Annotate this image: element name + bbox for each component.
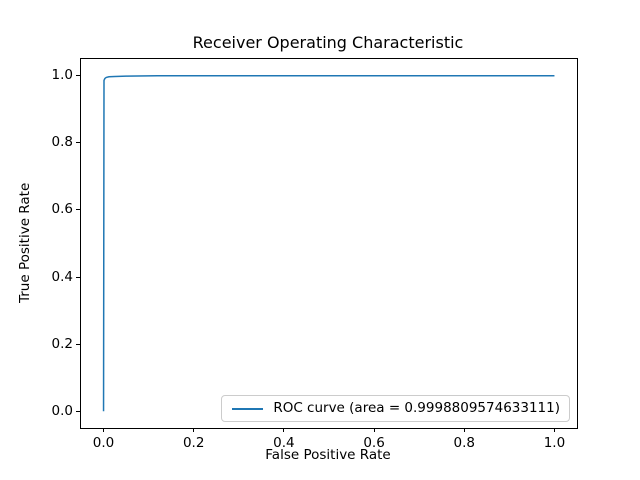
x-tick-mark [283,428,285,432]
legend: ROC curve (area = 0.9998809574633111) [221,395,570,422]
x-tick-mark [553,428,555,432]
plot-area: 0.0 0.2 0.4 0.6 0.8 1.0 0.0 0.2 0.4 0.6 0.8 1.0 RO… [52,58,578,451]
x-tick-mark [193,428,195,432]
y-tick-label: 0.6 [51,201,73,218]
x-tick-label: 0.8 [453,435,475,451]
y-tick-mark [76,75,80,77]
y-tick-label: 0.0 [51,402,73,419]
legend-line-sample [232,407,264,410]
y-tick-mark [76,142,80,144]
y-tick-mark [76,276,80,278]
x-tick-label: 0.6 [363,435,385,451]
x-tick-mark [373,428,375,432]
y-tick-label: 0.4 [51,268,73,285]
chart-title: Receiver Operating Characteristic [192,33,464,52]
y-tick-label: 0.2 [51,335,73,352]
roc-curve-svg [102,75,555,412]
y-tick-mark [76,343,80,345]
x-axis-label: False Positive Rate [265,447,391,463]
x-tick-label: 0.4 [273,435,295,451]
y-tick-label: 1.0 [51,67,73,84]
x-tick-label: 0.2 [182,435,205,451]
x-tick-label: 1.0 [543,435,566,451]
x-tick-mark [103,428,105,432]
y-tick-mark [76,209,80,211]
roc-curve-line [102,75,555,412]
legend-label: ROC curve (area = 0.9998809574633111) [273,400,560,416]
x-tick-label: 0.0 [92,435,115,451]
x-tick-mark [463,428,465,432]
y-axis-label: True Positive Rate [17,182,33,303]
y-tick-mark [76,410,80,412]
y-tick-label: 0.8 [51,134,73,151]
